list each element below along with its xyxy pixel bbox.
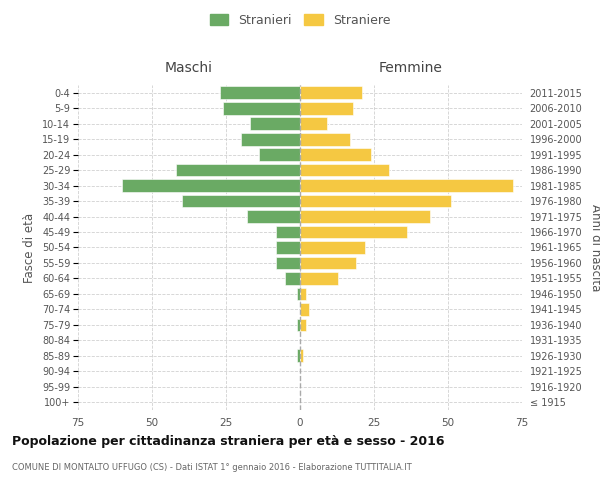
Bar — [300, 350, 303, 362]
Bar — [300, 241, 365, 254]
Bar — [300, 256, 356, 270]
Bar — [300, 303, 309, 316]
Bar — [297, 288, 300, 300]
Bar — [300, 86, 362, 99]
Y-axis label: Fasce di età: Fasce di età — [23, 212, 37, 282]
Text: COMUNE DI MONTALTO UFFUGO (CS) - Dati ISTAT 1° gennaio 2016 - Elaborazione TUTTI: COMUNE DI MONTALTO UFFUGO (CS) - Dati IS… — [12, 462, 412, 471]
Bar — [182, 194, 300, 207]
Bar — [300, 272, 338, 285]
Bar — [277, 226, 300, 238]
Bar — [300, 288, 306, 300]
Bar — [241, 133, 300, 145]
Text: Maschi: Maschi — [165, 61, 213, 75]
Bar — [300, 194, 451, 207]
Bar — [300, 226, 407, 238]
Bar — [300, 210, 430, 223]
Bar — [300, 318, 306, 331]
Bar — [300, 102, 353, 115]
Bar — [277, 256, 300, 270]
Bar — [300, 118, 326, 130]
Bar — [250, 118, 300, 130]
Bar — [223, 102, 300, 115]
Bar — [300, 148, 371, 161]
Legend: Stranieri, Straniere: Stranieri, Straniere — [205, 8, 395, 32]
Bar — [297, 350, 300, 362]
Bar — [247, 210, 300, 223]
Bar — [259, 148, 300, 161]
Bar — [300, 133, 350, 145]
Text: Popolazione per cittadinanza straniera per età e sesso - 2016: Popolazione per cittadinanza straniera p… — [12, 435, 445, 448]
Bar — [297, 318, 300, 331]
Bar — [285, 272, 300, 285]
Bar — [300, 179, 513, 192]
Text: Femmine: Femmine — [379, 61, 443, 75]
Bar — [122, 179, 300, 192]
Bar — [220, 86, 300, 99]
Y-axis label: Anni di nascita: Anni di nascita — [589, 204, 600, 291]
Bar — [277, 241, 300, 254]
Bar — [300, 164, 389, 176]
Bar — [176, 164, 300, 176]
